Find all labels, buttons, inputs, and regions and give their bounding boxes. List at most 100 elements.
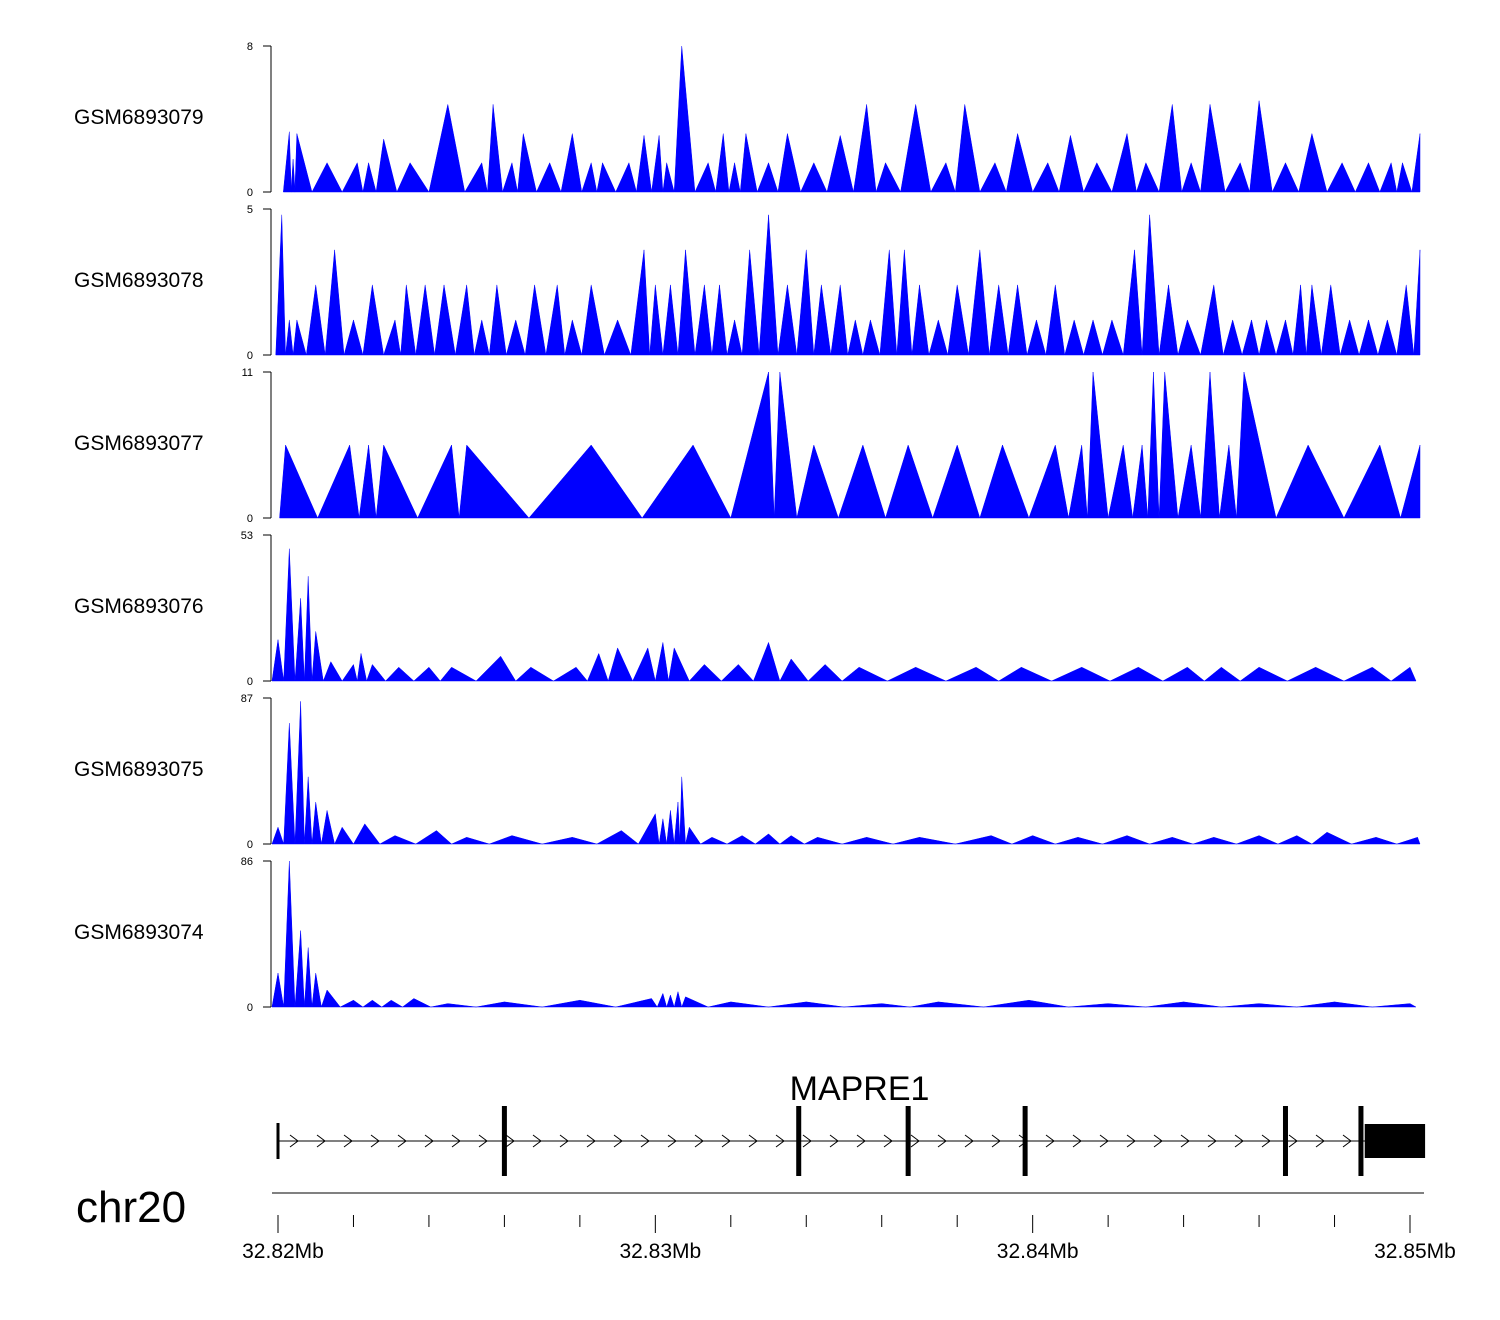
coverage-peak	[1161, 666, 1206, 682]
coverage-peak	[528, 444, 643, 519]
coverage-peak	[1249, 100, 1273, 193]
strand-arrow	[613, 1134, 623, 1148]
coverage-peak	[932, 444, 981, 519]
coverage-peak	[988, 284, 1009, 356]
coverage-peak	[417, 444, 460, 519]
strand-arrow	[667, 1134, 677, 1148]
strand-arrow	[829, 1134, 839, 1148]
coverage-peak	[517, 133, 537, 193]
strand-arrow	[559, 1134, 569, 1148]
strand-arrow	[640, 1134, 650, 1148]
coverage-peak	[1203, 666, 1241, 682]
coverage-peak	[807, 664, 843, 682]
coverage-peak	[841, 666, 888, 682]
coverage-peak	[756, 162, 779, 193]
coverage-peak	[1287, 666, 1345, 682]
coverage-peak	[997, 666, 1052, 682]
coverage-peak	[1298, 133, 1328, 193]
coverage-peak	[1219, 444, 1237, 519]
strand-arrow	[1072, 1134, 1082, 1148]
coverage-peak	[1241, 319, 1260, 356]
strand-arrow	[1288, 1134, 1298, 1148]
coverage-peak	[777, 284, 798, 356]
coverage-peak	[1141, 214, 1160, 356]
coverage-peak	[439, 666, 478, 682]
coverage-peak	[928, 318, 949, 356]
coverage-peak	[979, 162, 1007, 193]
coverage-peak	[1277, 835, 1313, 845]
track-GSM6893076: 53 0 GSM6893076	[74, 530, 1417, 688]
coverage-peak	[1158, 284, 1179, 356]
gene-exon	[1022, 1106, 1028, 1176]
coverage-peak	[271, 639, 284, 682]
coverage-peak	[489, 284, 507, 356]
coverage-peak	[1068, 1003, 1146, 1008]
coverage-peak	[685, 826, 702, 845]
coverage-peak	[679, 776, 686, 845]
coverage-peak	[455, 284, 475, 356]
coverage-peak	[1122, 249, 1143, 356]
coverage-peak	[401, 998, 431, 1008]
strand-arrow	[532, 1134, 542, 1148]
coverage-peak	[317, 444, 360, 519]
coverage-peak	[279, 444, 319, 519]
track-name-label: GSM6893077	[74, 432, 204, 455]
coverage-peak	[1145, 1001, 1222, 1008]
coverage-peak	[294, 701, 305, 845]
coverage-peak	[688, 664, 722, 682]
coverage-peak	[694, 284, 713, 356]
coverage-peak	[1343, 444, 1401, 519]
coverage-peak	[464, 162, 488, 193]
coverage-peak	[1007, 284, 1028, 356]
strand-arrow	[1234, 1134, 1244, 1148]
coverage-peak	[362, 284, 384, 356]
track-GSM6893075: 87 0 GSM6893075	[74, 693, 1421, 851]
coverage-peak	[1236, 835, 1279, 845]
coverage-peak	[283, 548, 296, 682]
coverage-peak	[1390, 666, 1417, 682]
coverage-peak	[955, 104, 981, 193]
coverage-peak	[607, 647, 634, 682]
gene-exon	[1282, 1106, 1288, 1176]
coverage-peak	[502, 162, 518, 193]
track-ymax-label: 86	[241, 856, 253, 868]
coverage-peak	[1011, 835, 1056, 845]
coverage-peak	[796, 444, 839, 519]
coverage-peak	[853, 104, 877, 193]
coverage-peak	[564, 319, 583, 356]
genome-axis: 32.82Mb 32.83Mb 32.84Mb 32.85Mb chr20	[76, 1183, 1456, 1263]
coverage-peak	[615, 998, 658, 1008]
strand-arrow	[1126, 1134, 1136, 1148]
coverage-peak	[879, 249, 898, 356]
coverage-peak	[515, 666, 555, 682]
coverage-peak	[779, 658, 809, 682]
track-ymax-label: 8	[247, 41, 253, 53]
coverage-peak	[1177, 319, 1201, 356]
coverage-peak	[896, 249, 913, 356]
coverage-peak	[587, 652, 609, 682]
coverage-peak	[358, 444, 377, 519]
coverage-peak	[630, 249, 650, 356]
strand-arrow	[1153, 1134, 1163, 1148]
coverage-peak	[649, 284, 664, 356]
coverage-peak	[1055, 837, 1103, 845]
coverage-peak	[1222, 318, 1243, 356]
coverage-peak	[843, 1003, 911, 1008]
coverage-peak	[383, 319, 401, 356]
gene-exon	[1358, 1106, 1364, 1176]
coverage-peak	[1158, 104, 1182, 193]
coverage-peak	[1028, 444, 1069, 519]
coverage-peak	[476, 1001, 543, 1008]
coverage-peak	[1311, 831, 1352, 845]
coverage-peak	[826, 135, 854, 193]
track-GSM6893074: 86 0 GSM6893074	[74, 856, 1417, 1014]
coverage-peak	[356, 653, 367, 682]
coverage-peak	[1275, 444, 1345, 519]
coverage-peak	[656, 992, 667, 1008]
coverage-peak	[311, 162, 343, 193]
coverage-peak	[677, 249, 696, 356]
strand-arrow	[343, 1134, 353, 1148]
coverage-peak	[378, 835, 416, 845]
coverage-peak	[489, 835, 543, 845]
track-name-label: GSM6893074	[74, 921, 204, 944]
